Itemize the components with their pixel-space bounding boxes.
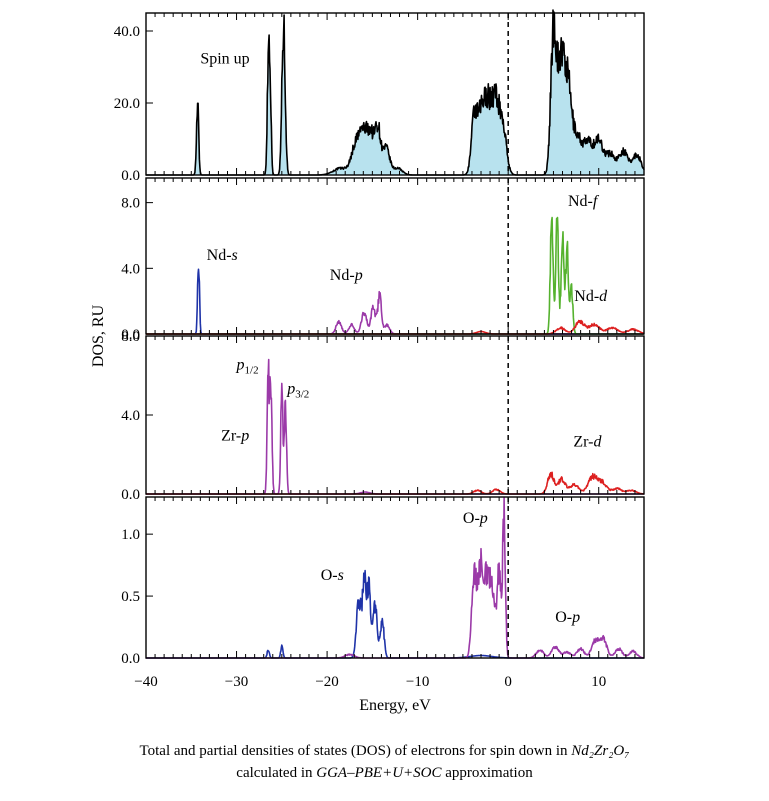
y-tick-label: 0.5 (121, 589, 140, 605)
y-axis-label: DOS, RU (90, 304, 107, 367)
series-line (145, 471, 645, 495)
series-line (145, 497, 645, 659)
panel-annotation: O-p (555, 609, 580, 626)
figure-caption: Total and partial densities of states (D… (0, 740, 769, 784)
y-tick-label: 40.0 (114, 24, 140, 40)
series-o-p-p4 (145, 497, 645, 659)
panel-annotation: Nd-d (574, 288, 608, 305)
y-tick-label: 0.0 (121, 168, 140, 184)
x-tick-label: −10 (406, 674, 429, 690)
y-tick-label: 8.0 (121, 329, 140, 345)
caption-formula: Nd₂Zr₂O₇ (571, 743, 630, 759)
series-fill (146, 10, 644, 175)
panel-annotation: Nd-p (330, 267, 363, 284)
y-tick-label: 0.0 (121, 651, 140, 667)
panel-frame (145, 12, 645, 176)
x-tick-label: 0 (504, 674, 512, 690)
panel-annotation: Nd-f (568, 193, 600, 210)
caption-method: GGA–PBE+U+SOC (316, 765, 442, 781)
panel-annotation: Zr-p (221, 428, 249, 445)
panel-annotation: p1/2 (236, 357, 259, 377)
dos-panel-3: 0.0 4.0 8.0 p1/2 p3/2 Zr-p Zr-d (121, 329, 645, 503)
panel-annotation: Nd-s (207, 247, 238, 264)
series-nd-d-p2 (145, 319, 645, 335)
y-tick-label: 0.0 (121, 487, 140, 503)
panel-annotation: Spin up (200, 50, 249, 67)
dos-panel-2: 0.0 4.0 8.0 Nd-s Nd-p Nd-f Nd-d (121, 177, 645, 343)
panel-annotation: O-p (463, 510, 488, 527)
y-tick-label: 8.0 (121, 196, 140, 212)
y-tick-label: 20.0 (114, 96, 140, 112)
dos-figure: 0.0 20.0 40.0 Spin up 0.0 4.0 8.0 Nd-s Nd-p Nd-f N… (90, 9, 645, 714)
caption-line-1: Total and partial densities of states (D… (139, 743, 630, 759)
series-total-p1 (145, 9, 645, 176)
series-line (145, 216, 645, 335)
series-nd-f-p2 (145, 216, 645, 335)
dos-panel-1: 0.0 20.0 40.0 Spin up (114, 9, 645, 184)
panel-frame (145, 177, 645, 335)
panel-frame (145, 496, 645, 659)
dos-panel-4: 0.0 0.5 1.0 O-s O-p O-p (121, 496, 645, 667)
y-tick-label: 1.0 (121, 527, 140, 543)
x-tick-label: −30 (225, 674, 248, 690)
panel-frame (145, 335, 645, 495)
x-tick-label: −20 (315, 674, 338, 690)
x-axis-label: Energy, eV (359, 697, 431, 714)
panel-annotation: Zr-d (573, 434, 602, 451)
series-line (145, 319, 645, 335)
x-tick-label: −40 (134, 674, 157, 690)
y-tick-label: 4.0 (121, 261, 140, 277)
x-tick-label: 10 (591, 674, 606, 690)
caption-line-2: calculated in GGA–PBE+U+SOC approximatio… (236, 765, 533, 781)
y-tick-label: 0.0 (121, 327, 140, 343)
y-tick-label: 4.0 (121, 408, 140, 424)
panel-annotation: O-s (321, 567, 344, 584)
panel-annotation: p3/2 (286, 380, 309, 400)
series-zr-d-p3 (145, 471, 645, 495)
